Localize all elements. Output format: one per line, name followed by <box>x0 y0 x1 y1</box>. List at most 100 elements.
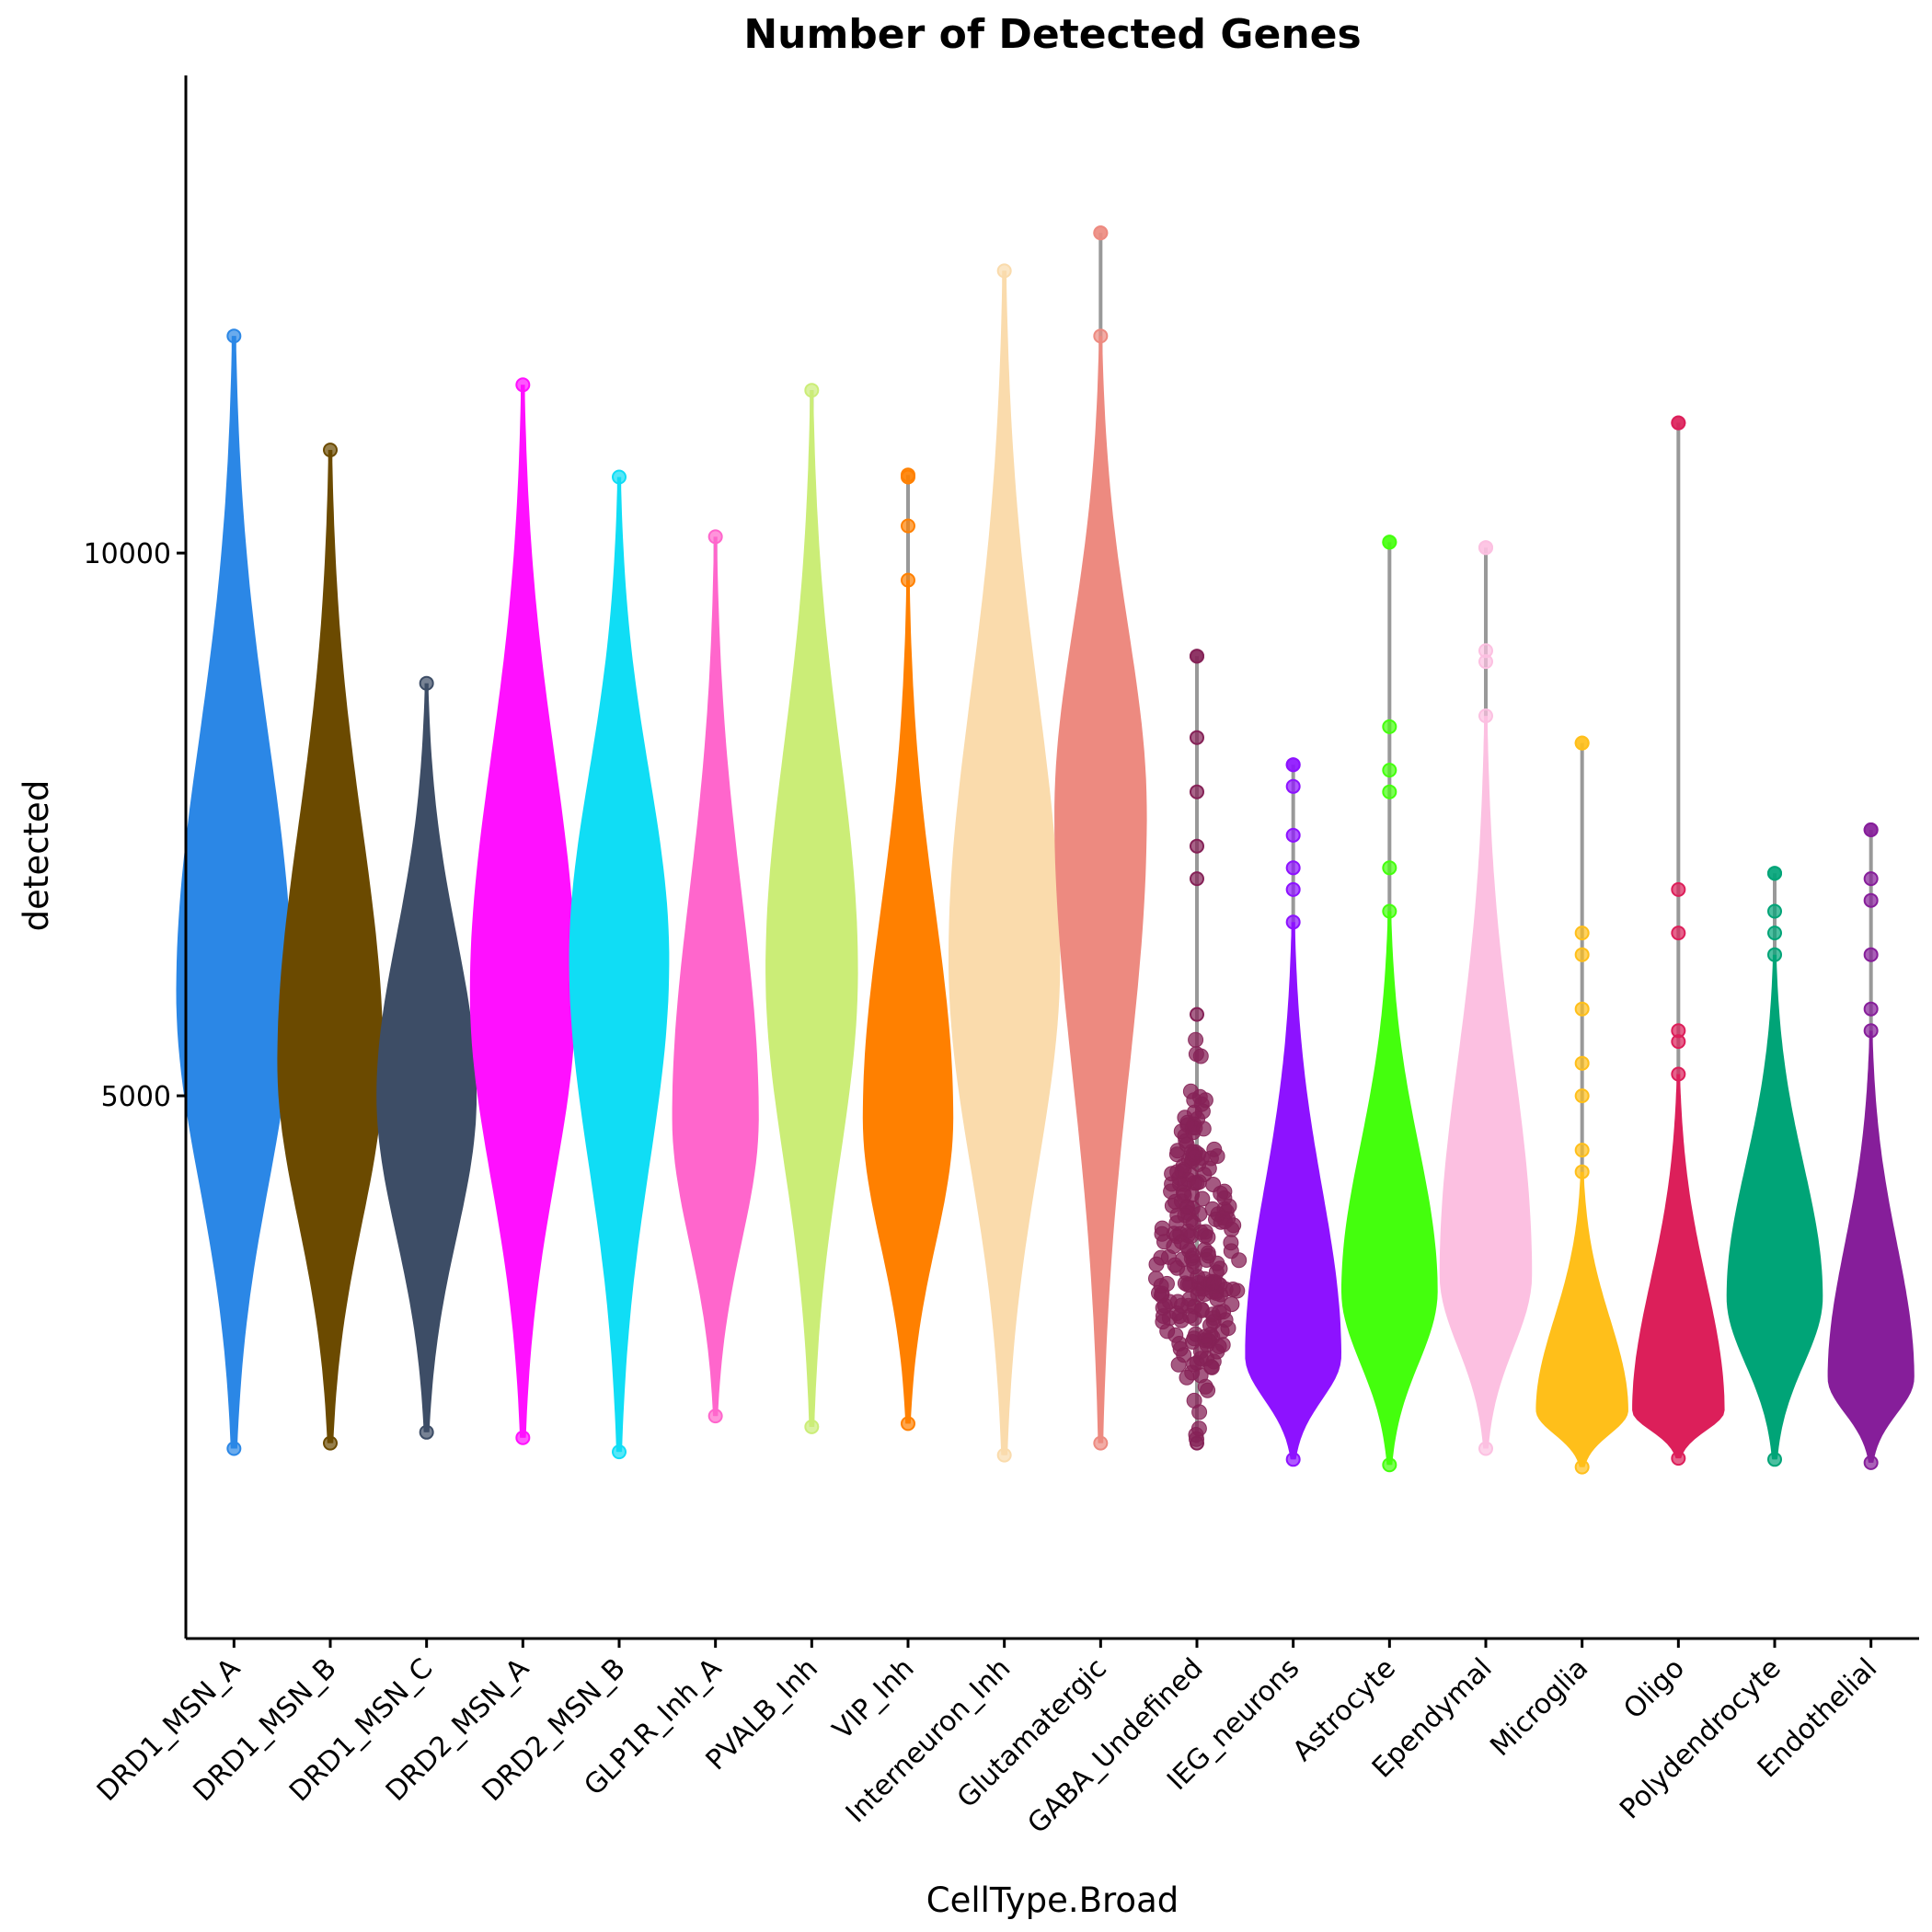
data-point <box>1186 1310 1202 1327</box>
data-point <box>1179 1204 1196 1221</box>
y-axis: 5000 10000 <box>84 75 188 1639</box>
data-point <box>1215 1304 1232 1320</box>
outlier-point <box>1382 860 1397 876</box>
violin-DRD1_MSN_B <box>277 443 384 1451</box>
outlier-point <box>1190 730 1204 745</box>
outlier-point <box>1382 719 1397 734</box>
data-point <box>1216 1183 1233 1200</box>
data-point <box>1191 1174 1207 1190</box>
violin-body <box>862 580 954 1424</box>
data-point <box>1190 1274 1207 1291</box>
x-axis-label: CellType.Broad <box>926 1880 1179 1920</box>
extreme-point <box>323 1435 338 1451</box>
outlier-point <box>1574 1143 1590 1158</box>
outlier-point <box>1671 926 1686 941</box>
extreme-point <box>1863 1455 1879 1470</box>
outlier-point <box>1285 914 1301 930</box>
x-tick-label: VIP_Inh <box>827 1652 921 1746</box>
outlier-point <box>1767 947 1782 962</box>
extreme-point <box>419 675 434 691</box>
data-point <box>1191 1404 1208 1420</box>
extreme-point <box>1767 1452 1782 1467</box>
extreme-point <box>1574 735 1590 751</box>
extreme-point <box>1285 1452 1301 1467</box>
extreme-point <box>1478 1441 1493 1456</box>
outlier-point <box>1863 947 1879 962</box>
data-point <box>1176 1347 1192 1363</box>
data-point <box>1186 1330 1202 1347</box>
violin-body <box>949 270 1061 1455</box>
extreme-point <box>1093 225 1109 241</box>
extreme-point <box>419 1424 434 1440</box>
y-axis-label: detected <box>17 780 56 932</box>
outlier-point <box>1863 892 1879 908</box>
violin-body <box>176 336 293 1449</box>
violin-DRD2_MSN_B <box>569 469 670 1460</box>
violin-body <box>277 450 384 1443</box>
data-point <box>1148 1256 1165 1272</box>
extreme-point <box>996 263 1012 279</box>
data-point <box>1192 1048 1209 1064</box>
data-point <box>1184 1119 1201 1135</box>
data-point <box>1203 1359 1219 1375</box>
data-point <box>1176 1187 1192 1203</box>
outlier-point <box>901 572 915 588</box>
data-point <box>1185 1248 1202 1264</box>
extreme-point <box>1382 1457 1397 1473</box>
extreme-point <box>226 328 242 344</box>
outlier-point <box>1190 784 1204 799</box>
extreme-point <box>804 1419 820 1434</box>
outlier-point <box>1093 328 1109 344</box>
y-tick-label: 10000 <box>84 538 171 570</box>
violin-body <box>1632 1074 1725 1459</box>
violin-body <box>376 683 477 1432</box>
data-point <box>1164 1166 1180 1182</box>
outlier-point <box>1863 1001 1879 1017</box>
data-point <box>1197 1227 1213 1244</box>
violin-body <box>1054 336 1147 1443</box>
extreme-point <box>1574 1459 1590 1475</box>
violin-Astrocyte <box>1341 535 1438 1473</box>
data-point <box>1179 1265 1195 1282</box>
extreme-point <box>901 1416 915 1432</box>
outlier-point <box>1574 926 1590 941</box>
violin-Endothelial <box>1827 822 1915 1470</box>
outlier-point <box>1671 881 1686 897</box>
outlier-point <box>1671 1066 1686 1082</box>
violin-GLP1R_Inh_A <box>672 529 759 1424</box>
data-point <box>1190 1420 1207 1437</box>
x-tick-label: Oligo <box>1617 1652 1691 1726</box>
extreme-point <box>226 1441 242 1456</box>
data-point <box>1184 1144 1201 1160</box>
outlier-point <box>1285 827 1301 843</box>
extreme-point <box>901 467 915 483</box>
outlier-point <box>1574 1055 1590 1071</box>
extreme-point <box>515 377 531 393</box>
data-point <box>1167 1327 1184 1343</box>
data-point <box>1182 1083 1199 1099</box>
violin-IEG_neurons <box>1245 757 1341 1467</box>
outlier-point <box>1767 926 1782 941</box>
extreme-point <box>1190 1435 1204 1451</box>
outlier-point <box>901 518 915 534</box>
outlier-point <box>1382 784 1397 799</box>
data-point <box>1231 1252 1248 1269</box>
violin-body <box>569 477 670 1453</box>
violin-VIP_Inh <box>862 467 954 1432</box>
extreme-point <box>1093 1435 1109 1451</box>
data-point <box>1155 1314 1171 1330</box>
outlier-point <box>1382 763 1397 778</box>
violin-DRD2_MSN_A <box>469 377 576 1445</box>
outlier-point <box>1478 643 1493 659</box>
outlier-point <box>1863 871 1879 887</box>
violin-body <box>1245 922 1341 1460</box>
chart-title: Number of Detected Genes <box>743 11 1361 58</box>
outlier-point <box>1863 1023 1879 1039</box>
extreme-point <box>1285 757 1301 773</box>
violin-DRD1_MSN_A <box>176 328 293 1456</box>
violin-Oligo <box>1632 415 1725 1466</box>
outlier-point <box>1671 1023 1686 1039</box>
y-tick-label: 5000 <box>101 1081 171 1113</box>
violin-body <box>1341 911 1438 1466</box>
extreme-point <box>1863 822 1879 837</box>
